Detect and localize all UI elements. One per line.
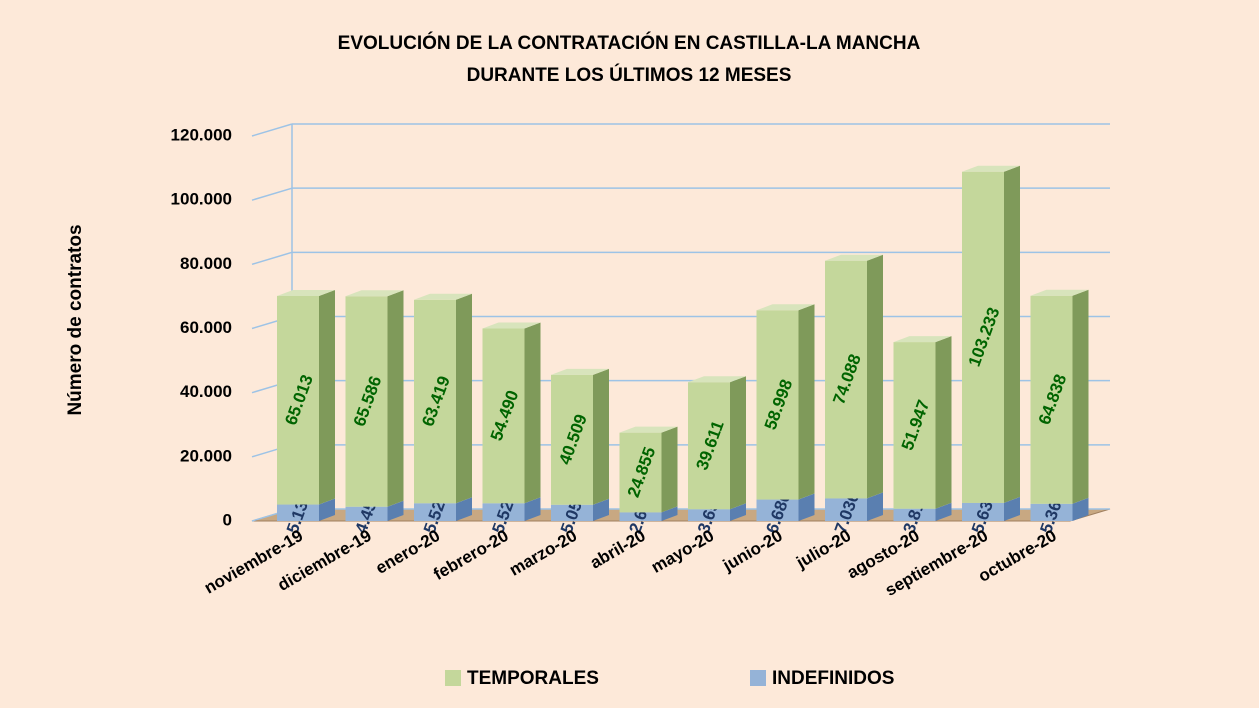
bar-side — [867, 492, 883, 521]
bar-front — [756, 310, 799, 500]
bar-side — [661, 506, 678, 521]
bar-side — [935, 336, 952, 509]
bar-side — [319, 289, 335, 505]
bar-front — [551, 504, 593, 521]
grid-line — [251, 187, 293, 201]
bar-front — [414, 503, 456, 521]
bar-front — [688, 509, 730, 521]
bar-side — [593, 498, 609, 521]
bar-side — [798, 493, 815, 521]
bar-front — [277, 295, 319, 505]
bar-side — [798, 304, 815, 500]
bar-front — [414, 299, 456, 504]
legend-swatch — [445, 670, 461, 686]
bar-top — [482, 322, 541, 329]
bar-front — [619, 432, 662, 513]
bar-side — [867, 254, 883, 499]
legend-swatch — [750, 670, 766, 686]
bar-front — [345, 506, 388, 521]
bar-side — [1004, 165, 1020, 503]
bar-front — [345, 296, 388, 507]
bar-side — [524, 322, 541, 504]
bar-front — [893, 342, 936, 509]
bar-front — [482, 503, 525, 521]
grid-line — [251, 123, 293, 137]
bar-top — [893, 336, 952, 343]
bar-side — [456, 497, 472, 521]
y-tick-label: 80.000 — [180, 254, 232, 273]
bar-side — [1072, 497, 1089, 521]
bar-top — [345, 290, 404, 297]
y-axis-title: Número de contratos — [65, 224, 86, 415]
y-tick-label: 0 — [223, 510, 232, 529]
bar-top — [688, 376, 746, 383]
bar-side — [319, 498, 335, 521]
chart-title: DURANTE LOS ÚLTIMOS 12 MESES — [467, 64, 792, 86]
legend-label: INDEFINIDOS — [772, 668, 894, 689]
y-tick-label: 100.000 — [171, 190, 232, 209]
bar-front — [962, 502, 1004, 521]
bar-top — [551, 368, 609, 375]
bar-front — [1030, 503, 1073, 521]
bar-top — [414, 293, 472, 300]
bar-front — [551, 374, 593, 505]
bar-side — [935, 502, 952, 521]
bar-top — [825, 254, 883, 261]
bar-side — [1072, 289, 1089, 504]
bar-top — [619, 426, 678, 433]
y-tick-label: 40.000 — [180, 382, 232, 401]
bar-front — [962, 171, 1004, 503]
bar-front — [277, 504, 319, 521]
bar-front — [482, 328, 525, 504]
legend-label: TEMPORALES — [467, 668, 599, 689]
bar-side — [593, 368, 609, 505]
y-tick-label: 120.000 — [171, 125, 232, 144]
grid-line — [251, 251, 293, 266]
bar-side — [661, 426, 678, 513]
bar-top — [1030, 289, 1089, 296]
y-tick-label: 20.000 — [180, 446, 232, 465]
bar-front — [825, 260, 867, 499]
bar-side — [524, 497, 541, 521]
bar-side — [1004, 496, 1020, 521]
y-tick-label: 60.000 — [180, 318, 232, 337]
bar-front — [688, 382, 730, 510]
bar-front — [893, 508, 936, 521]
bar-front — [756, 499, 799, 521]
bar-top — [962, 165, 1020, 172]
bar-side — [387, 500, 404, 521]
bar-front — [1030, 295, 1073, 504]
bar-top — [277, 289, 335, 296]
bar-side — [387, 290, 404, 507]
bar-front — [825, 498, 867, 521]
bar-top — [756, 304, 815, 311]
bar-side — [730, 376, 746, 510]
chart-title: EVOLUCIÓN DE LA CONTRATACIÓN EN CASTILLA… — [338, 32, 921, 54]
bar-side — [456, 293, 472, 504]
bar-side — [730, 503, 746, 521]
bar-front — [619, 512, 662, 521]
